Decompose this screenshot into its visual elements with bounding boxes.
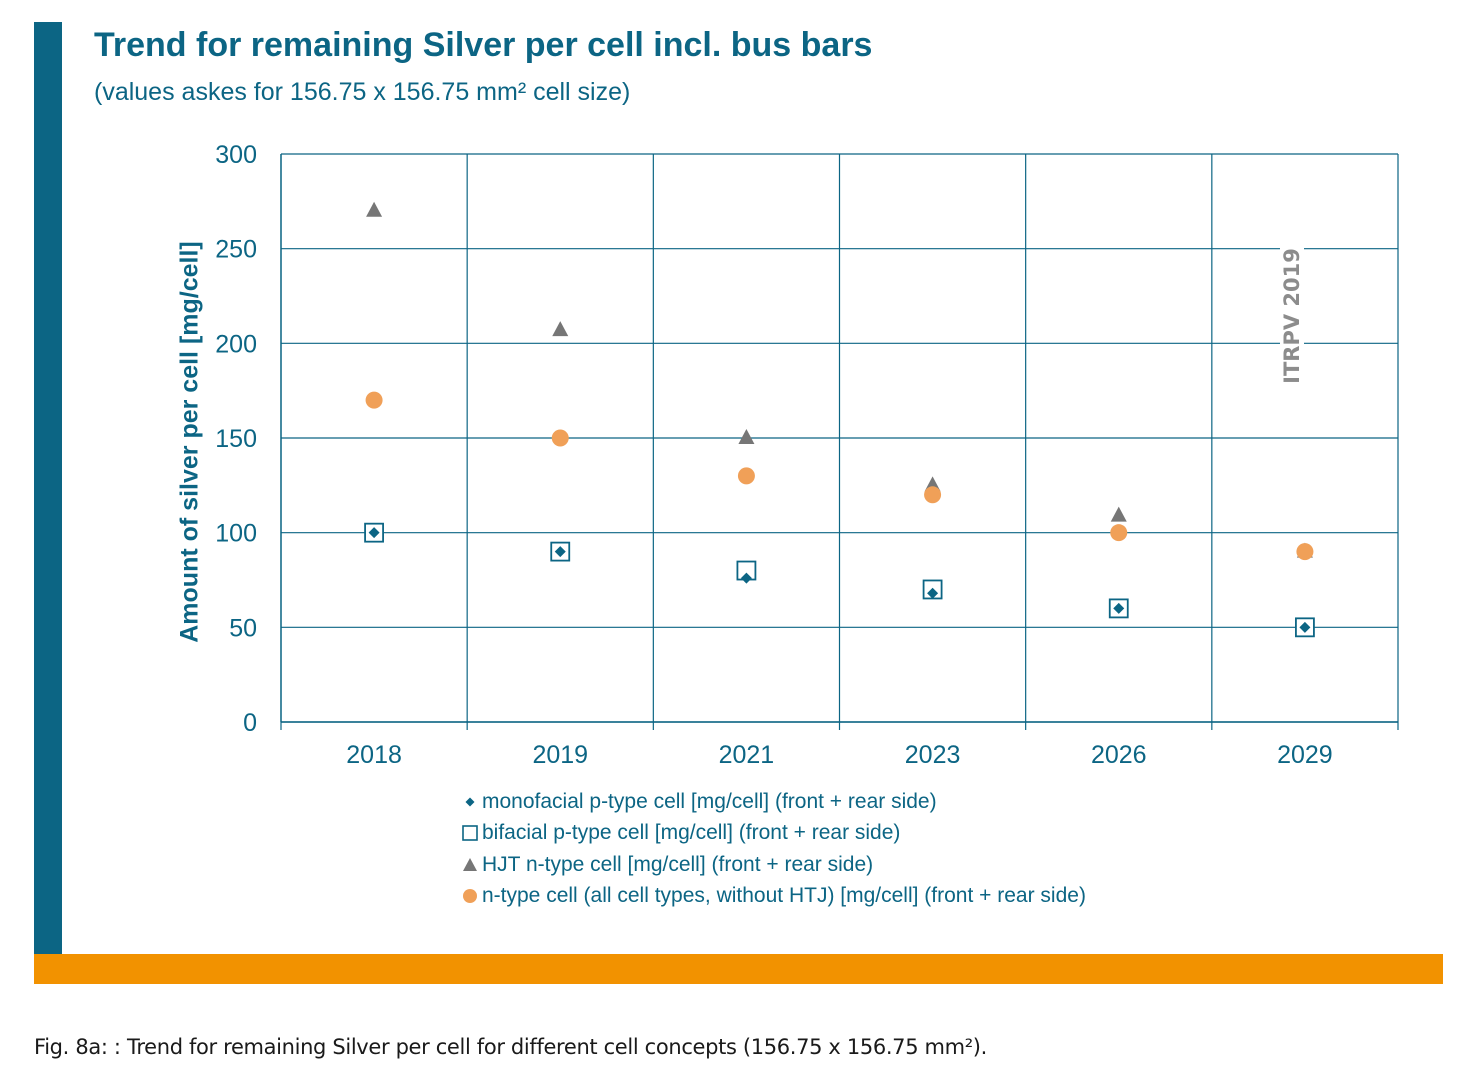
y-tick-label: 0 [243, 709, 257, 737]
series-0-point [554, 546, 566, 558]
legend-triangle-icon [460, 855, 480, 875]
legend-label: n-type cell (all cell types, without HTJ… [482, 884, 1086, 908]
series-3-point [551, 429, 569, 447]
y-tick-label: 50 [229, 614, 257, 642]
caption-text: Fig. 8a: : Trend for remaining Silver pe… [34, 1035, 987, 1059]
x-tick-label: 2026 [1091, 741, 1147, 769]
series-2-point [552, 321, 569, 337]
bottom-accent-bar [34, 954, 1443, 984]
legend-item: HJT n-type cell [mg/cell] (front + rear … [460, 849, 1086, 881]
chart-subtitle: (values askes for 156.75 x 156.75 mm² ce… [94, 78, 631, 106]
legend-item: monofacial p-type cell [mg/cell] (front … [460, 786, 1086, 818]
legend-circle-icon [460, 886, 480, 906]
series-3-point [1296, 543, 1314, 561]
y-tick-label: 200 [215, 330, 257, 358]
legend-label: HJT n-type cell [mg/cell] (front + rear … [482, 852, 874, 876]
legend-label: bifacial p-type cell [mg/cell] (front + … [482, 821, 901, 845]
x-tick-label: 2029 [1277, 741, 1333, 769]
figure-caption: Fig. 8a: : Trend for remaining Silver pe… [34, 1035, 987, 1059]
y-tick-label: 250 [215, 236, 257, 264]
chart-legend: monofacial p-type cell [mg/cell] (front … [460, 786, 1086, 912]
series-0-point [1299, 621, 1311, 633]
series-3-point [737, 467, 755, 485]
y-tick-label: 100 [215, 520, 257, 548]
series-3-point [924, 486, 942, 504]
legend-label: monofacial p-type cell [mg/cell] (front … [482, 789, 937, 813]
series-0-point [368, 527, 380, 539]
y-axis-label: Amount of silver per cell [mg/cell] [175, 241, 204, 643]
series-0-point [1113, 602, 1125, 614]
x-tick-label: 2023 [905, 741, 961, 769]
x-tick-label: 2021 [719, 741, 775, 769]
chart-title: Trend for remaining Silver per cell incl… [94, 26, 873, 64]
y-tick-label: 150 [215, 425, 257, 453]
legend-square-icon [460, 823, 480, 843]
series-2-point [738, 429, 755, 444]
y-tick-label: 300 [215, 141, 257, 169]
legend-diamond-icon [460, 792, 480, 812]
series-3-point [1110, 524, 1128, 542]
left-accent-bar [34, 22, 62, 954]
series-0-point [927, 587, 939, 599]
series-3-point [365, 391, 383, 409]
series-2-point [1110, 506, 1127, 522]
watermark: ITRPV 2019 [1280, 240, 1304, 392]
x-tick-label: 2018 [346, 741, 402, 769]
series-0-point [740, 572, 752, 584]
legend-item: n-type cell (all cell types, without HTJ… [460, 881, 1086, 913]
x-tick-label: 2019 [532, 741, 588, 769]
legend-item: bifacial p-type cell [mg/cell] (front + … [460, 818, 1086, 850]
series-2-point [366, 201, 383, 217]
